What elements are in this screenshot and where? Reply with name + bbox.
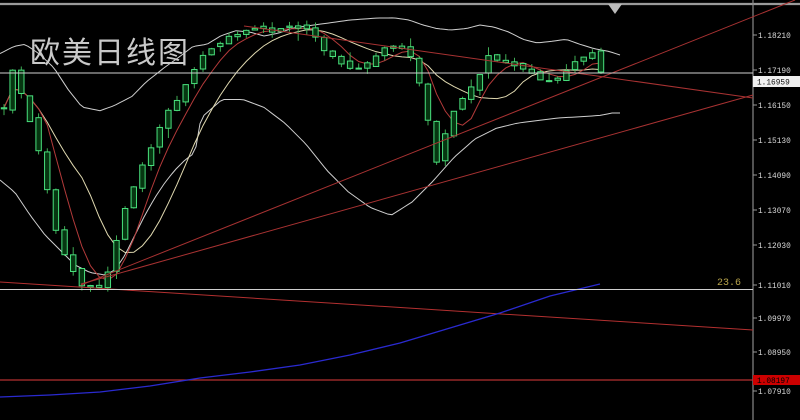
svg-text:1.17190: 1.17190 (758, 68, 791, 76)
svg-text:1.11010: 1.11010 (758, 283, 791, 291)
svg-text:1.08197: 1.08197 (757, 378, 790, 386)
svg-text:1.09970: 1.09970 (758, 316, 791, 324)
svg-text:1.18210: 1.18210 (758, 33, 791, 41)
svg-text:1.16150: 1.16150 (758, 103, 791, 111)
svg-text:1.15130: 1.15130 (758, 138, 791, 146)
svg-text:23.6: 23.6 (717, 278, 741, 289)
svg-text:1.13070: 1.13070 (758, 208, 791, 216)
svg-text:1.16959: 1.16959 (757, 80, 790, 88)
svg-text:1.08950: 1.08950 (758, 350, 791, 358)
svg-text:1.14090: 1.14090 (758, 173, 791, 181)
svg-text:1.07910: 1.07910 (758, 389, 791, 397)
svg-text:欧美日线图: 欧美日线图 (30, 37, 190, 70)
svg-text:1.12030: 1.12030 (758, 243, 791, 251)
